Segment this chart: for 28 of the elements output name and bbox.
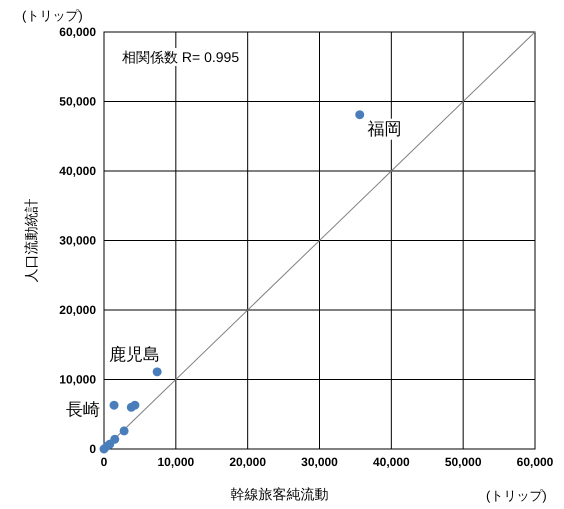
annotation: 相関係数 R= 0.995: [122, 49, 240, 65]
point: [120, 426, 129, 436]
point: [152, 367, 162, 376]
text: (トリップ): [486, 488, 547, 503]
y-tick-label: 20,000: [59, 303, 96, 317]
x-tick-label: 20,000: [229, 455, 266, 469]
annotation: 長崎: [66, 400, 100, 420]
y-tick-label: 50,000: [59, 94, 96, 108]
x-tick-label: 60,000: [516, 455, 554, 469]
annotation: 鹿児島: [109, 344, 160, 364]
y-tick-label: 60,000: [59, 25, 96, 39]
y-tick-label: 40,000: [59, 164, 96, 178]
point: [130, 400, 140, 410]
x-tick-label: 50,000: [444, 455, 482, 469]
x-tick-label: 0: [100, 455, 108, 469]
y-tick-label: 10,000: [59, 372, 96, 386]
point: [100, 444, 108, 454]
annotation: 福岡: [368, 120, 402, 139]
point: [110, 400, 119, 410]
x-tick-label: 30,000: [301, 455, 338, 469]
x-axis-title: 幹線旅客純流動: [230, 486, 328, 502]
point: [355, 110, 364, 120]
y-tick-label: 0: [89, 442, 96, 456]
x-tick-label: 10,000: [157, 455, 195, 469]
text: (トリップ): [22, 8, 83, 23]
y-axis-title: 人口流動統計: [23, 198, 39, 282]
x-tick-label: 40,000: [372, 455, 410, 469]
y-tick-label: 30,000: [59, 234, 96, 248]
